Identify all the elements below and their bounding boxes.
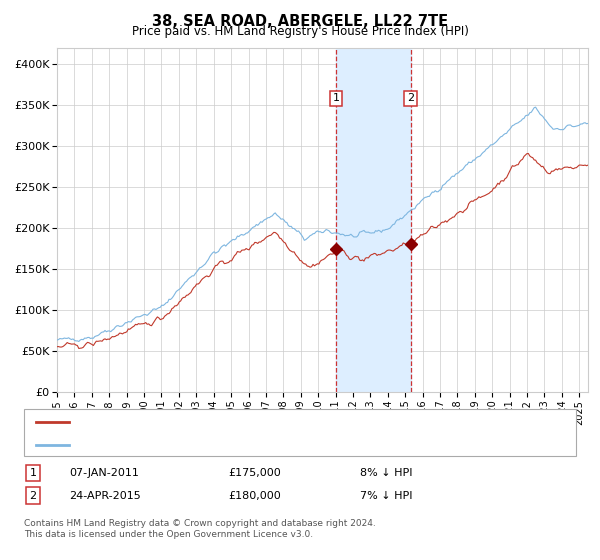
Text: £180,000: £180,000 [228, 491, 281, 501]
Text: Contains HM Land Registry data © Crown copyright and database right 2024.
This d: Contains HM Land Registry data © Crown c… [24, 520, 376, 539]
Text: 1: 1 [29, 468, 37, 478]
Text: 24-APR-2015: 24-APR-2015 [69, 491, 141, 501]
Text: £175,000: £175,000 [228, 468, 281, 478]
Text: 8% ↓ HPI: 8% ↓ HPI [360, 468, 413, 478]
Text: 1: 1 [332, 94, 340, 104]
Bar [336, 48, 410, 392]
Text: 2: 2 [29, 491, 37, 501]
Text: 38, SEA ROAD, ABERGELE, LL22 7TE (detached house): 38, SEA ROAD, ABERGELE, LL22 7TE (detach… [75, 417, 359, 427]
Text: Price paid vs. HM Land Registry's House Price Index (HPI): Price paid vs. HM Land Registry's House … [131, 25, 469, 38]
Text: HPI: Average price, detached house, Conwy: HPI: Average price, detached house, Conw… [75, 440, 303, 450]
Text: 38, SEA ROAD, ABERGELE, LL22 7TE: 38, SEA ROAD, ABERGELE, LL22 7TE [152, 14, 448, 29]
Text: 2: 2 [407, 94, 414, 104]
Text: 7% ↓ HPI: 7% ↓ HPI [360, 491, 413, 501]
Text: 07-JAN-2011: 07-JAN-2011 [69, 468, 139, 478]
